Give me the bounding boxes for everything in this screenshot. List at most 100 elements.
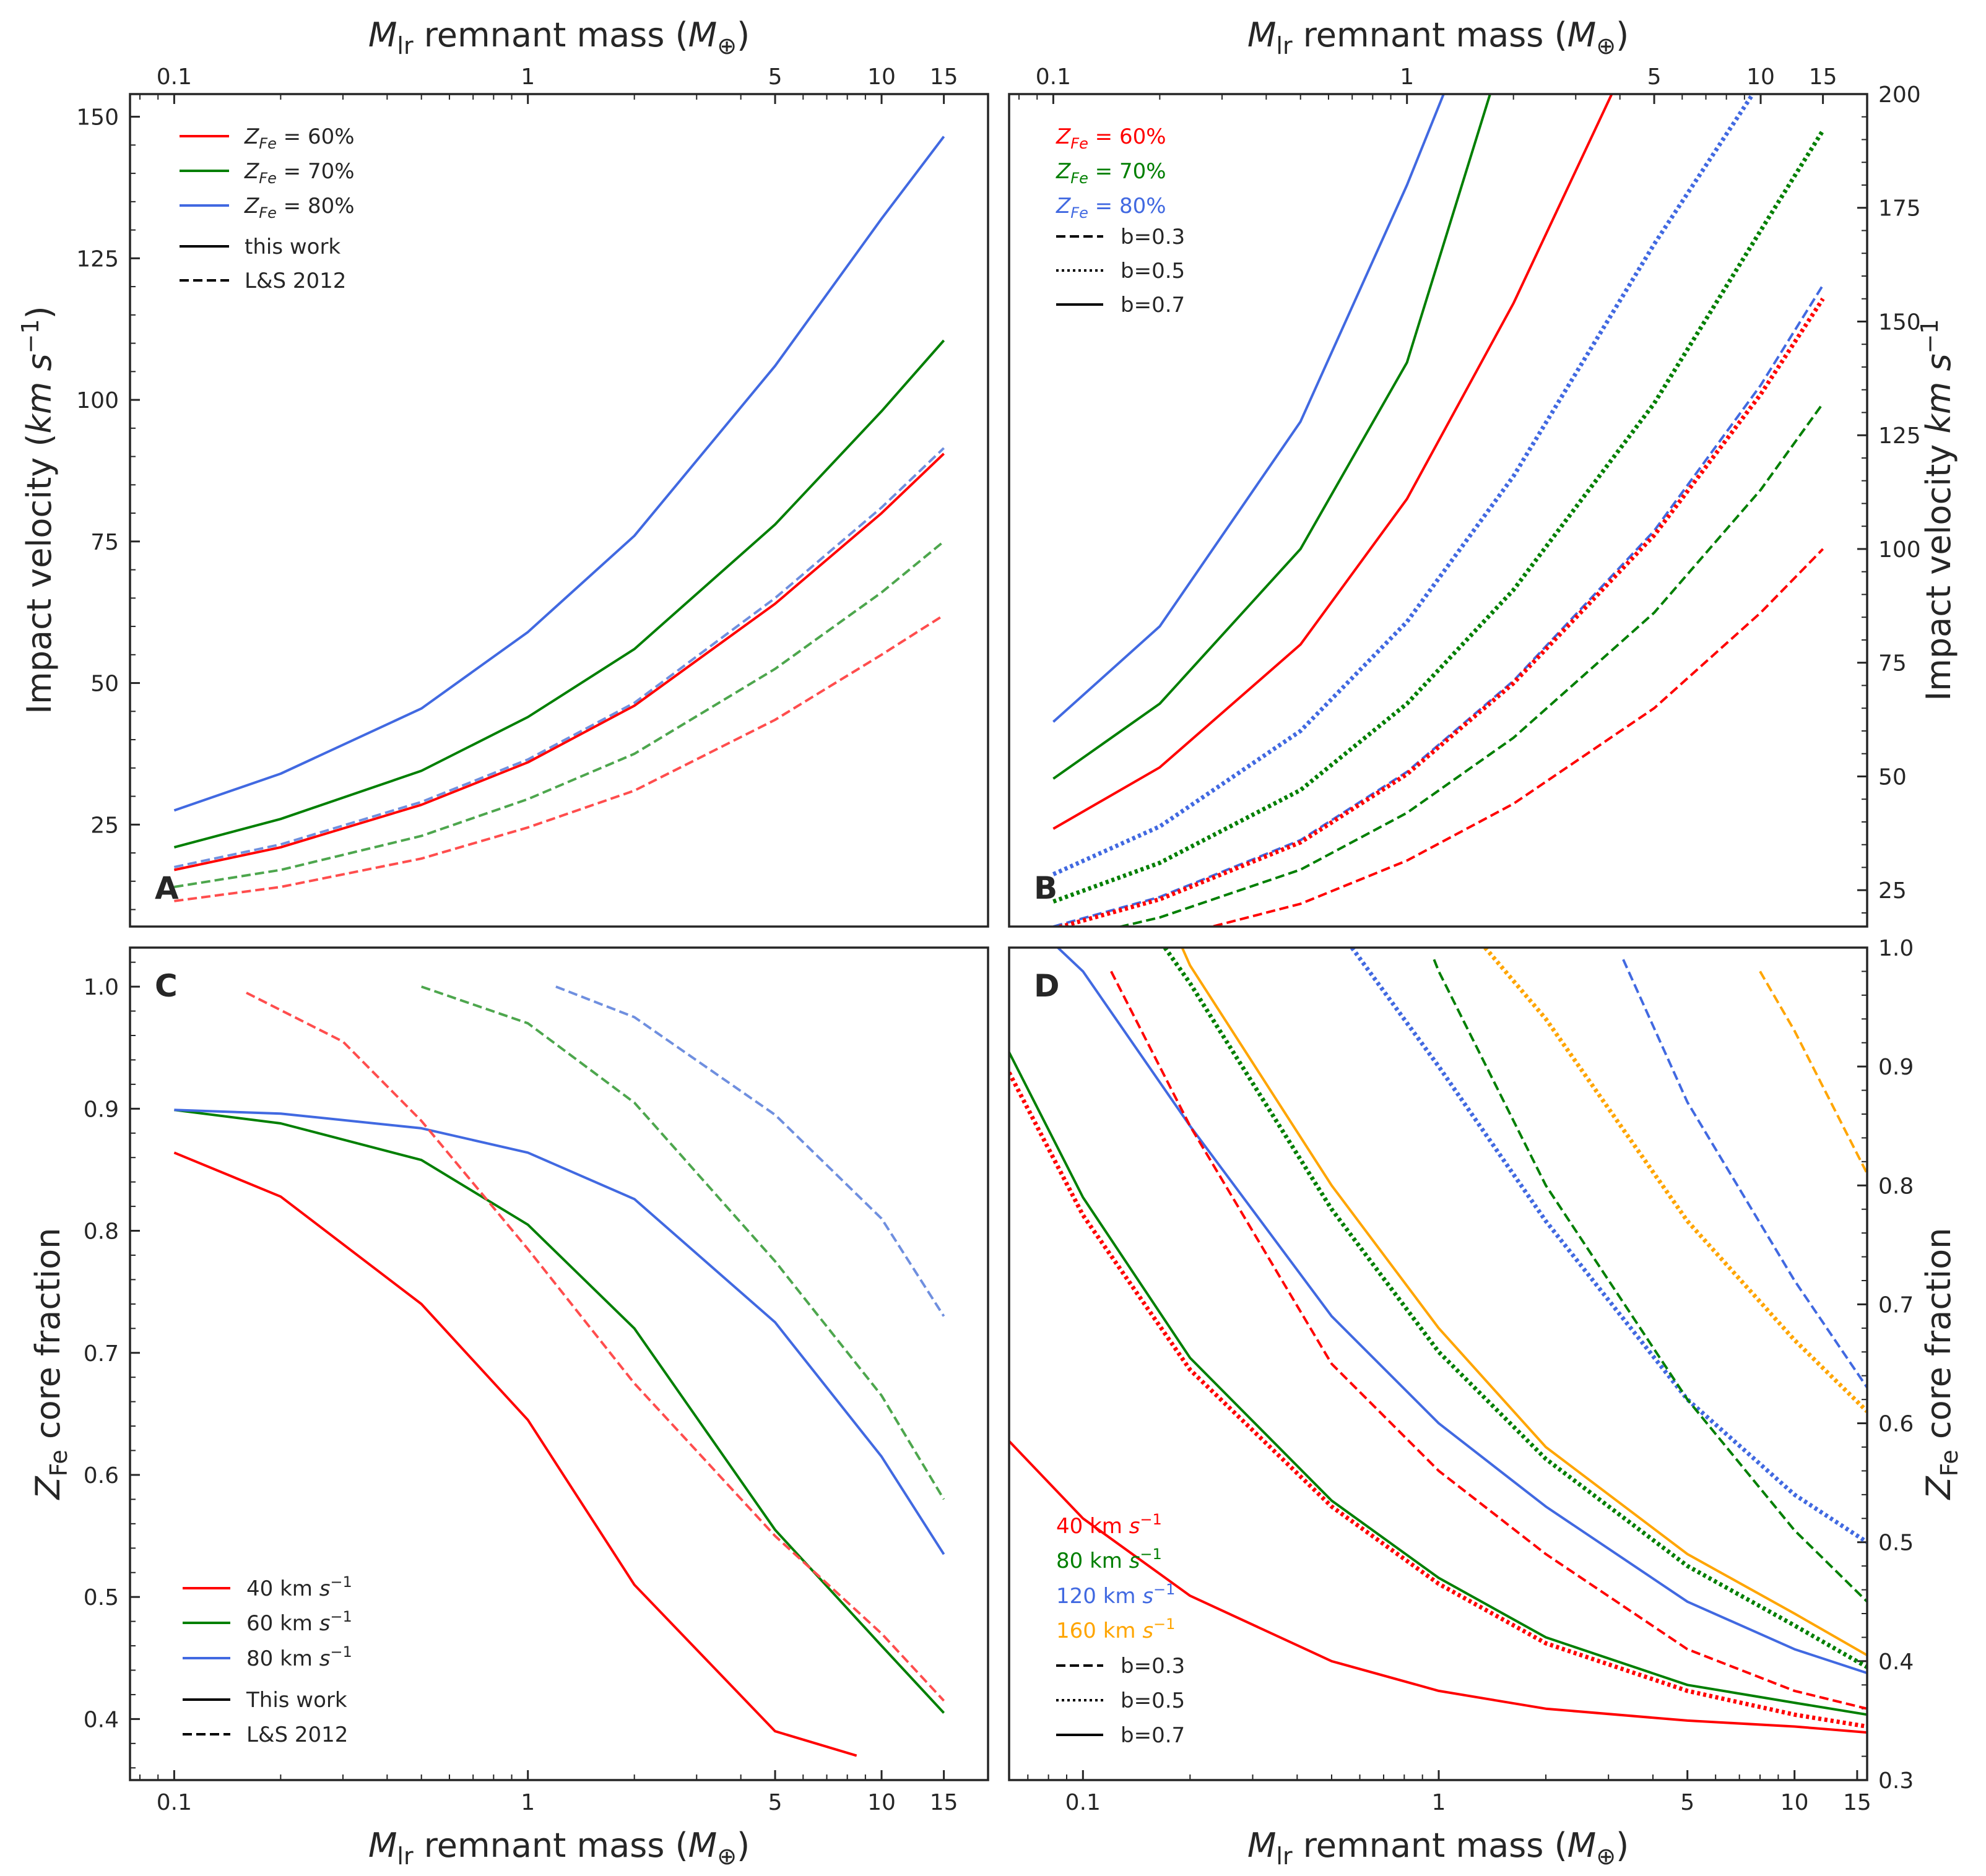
y-tick-label: 1.0 (84, 975, 119, 1000)
series-line-6 (174, 614, 945, 902)
x-tick-label: 15 (1809, 64, 1837, 90)
series-line-4 (246, 992, 945, 1702)
x-tick-label: 10 (1780, 1790, 1809, 1815)
x-tick-label: 10 (867, 1790, 896, 1815)
series-line-4 (173, 447, 945, 868)
x-tick-label: 1 (1400, 64, 1414, 90)
y-tick-label: 0.6 (1878, 1412, 1914, 1437)
y-axis-title-b: Impact velocity km s−1 (1916, 319, 1958, 701)
y-tick-label: 200 (1878, 82, 1921, 108)
legend-d-label-b05: b=0.5 (1121, 1688, 1185, 1713)
legend-b-label-70: ZFe = 70% (1056, 159, 1166, 187)
series-line-1 (1009, 1440, 1867, 1734)
x-tick-label: 15 (1843, 1790, 1871, 1815)
series-line-2 (1009, 1071, 1867, 1729)
axis-titles: Mlr remnant mass (M⊕) Mlr remnant mass (… (17, 15, 1963, 1870)
x-axis-title-top-right: Mlr remnant mass (M⊕) (1247, 15, 1629, 59)
x-tick-label: 0.1 (1065, 1790, 1101, 1815)
series-line-3 (174, 1109, 945, 1555)
panel-c: 0.1 1 5 10 150.40.50.60.70.80.91.0 C 40 km s… (84, 946, 989, 1815)
series-line-1 (1052, 94, 1446, 723)
series-line-9 (1433, 959, 1867, 1603)
series-b (1052, 94, 1825, 927)
y-tick-label: 25 (1878, 878, 1907, 904)
y-tick-label: 125 (76, 246, 119, 272)
y-tick-label: 0.7 (84, 1341, 119, 1367)
series-line-3 (1052, 94, 1613, 830)
panel-c-frame (129, 946, 989, 1781)
legend-d-label-b03: b=0.3 (1121, 1654, 1185, 1679)
y-tick-label: 125 (1878, 423, 1921, 449)
series-line-2 (173, 339, 945, 849)
legend-a-label-ls2012: L&S 2012 (245, 269, 346, 293)
series-line-4 (1057, 948, 1867, 1675)
ticks-d: 0.1 1 5 10 150.30.40.50.60.70.80.91.0 (1027, 936, 1914, 1815)
y-tick-label: 0.8 (1878, 1174, 1914, 1199)
legend-d-label-40: 40 km s−1 (1056, 1511, 1162, 1539)
series-line-6 (555, 985, 945, 1317)
series-line-11 (1622, 959, 1867, 1389)
y-tick-label: 50 (1878, 764, 1907, 790)
y-tick-label: 75 (90, 530, 119, 555)
series-line-10 (1483, 948, 1867, 1413)
y-tick-label: 0.3 (1878, 1768, 1914, 1794)
x-axis-title-bottom-left: Mlr remnant mass (M⊕) (368, 1826, 750, 1870)
x-axis-title-top-left: Mlr remnant mass (M⊕) (368, 15, 750, 59)
y-tick-label: 0.4 (1878, 1649, 1914, 1675)
legend-b: ZFe = 60% ZFe = 70% ZFe = 80% b=0.3 b=0.… (1056, 124, 1185, 318)
legend-a: ZFe = 60% ZFe = 70% ZFe = 80% this work … (180, 124, 355, 293)
y-tick-label: 25 (90, 813, 119, 838)
legend-b-label-60: ZFe = 60% (1056, 124, 1166, 152)
x-tick-label: 5 (1647, 64, 1662, 90)
x-tick-label: 0.1 (157, 64, 192, 90)
series-line-8 (1116, 402, 1824, 927)
x-axis-title-bottom-right: Mlr remnant mass (M⊕) (1247, 1826, 1629, 1870)
series-line-5 (1052, 129, 1825, 904)
panel-b-letter: B (1034, 870, 1057, 906)
legend-d-label-160: 160 km s−1 (1056, 1615, 1175, 1643)
y-tick-label: 0.9 (84, 1097, 119, 1122)
y-axis-title-a: Impact velocity (km s−1) (17, 306, 59, 714)
x-tick-label: 10 (867, 64, 896, 90)
x-tick-label: 0.1 (157, 1790, 192, 1815)
series-line-3 (1009, 1052, 1867, 1716)
x-tick-label: 5 (1680, 1790, 1694, 1815)
y-tick-label: 0.7 (1878, 1292, 1914, 1318)
legend-b-label-b05: b=0.5 (1121, 259, 1185, 283)
legend-b-label-80: ZFe = 80% (1056, 194, 1166, 222)
y-tick-label: 0.6 (84, 1463, 119, 1489)
legend-d-label-b07: b=0.7 (1121, 1723, 1185, 1748)
legend-a-label-80: ZFe = 80% (244, 194, 355, 222)
series-line-8 (1350, 948, 1867, 1544)
series-line-2 (1052, 94, 1492, 780)
y-tick-label: 75 (1878, 651, 1907, 676)
series-line-5 (174, 540, 945, 888)
series-line-7 (1053, 297, 1825, 927)
y-tick-label: 150 (76, 105, 119, 131)
legend-d-label-80: 80 km s−1 (1056, 1545, 1162, 1573)
series-line-12 (1759, 970, 1867, 1175)
series-line-6 (1052, 284, 1824, 927)
ticks-c: 0.1 1 5 10 150.40.50.60.70.80.91.0 (84, 961, 958, 1815)
legend-c-label-80: 80 km s−1 (246, 1643, 352, 1671)
panel-d: 0.1 1 5 10 150.30.40.50.60.70.80.91.0 D 40 k… (1008, 936, 1914, 1815)
x-tick-label: 15 (930, 1790, 958, 1815)
y-tick-label: 50 (90, 672, 119, 697)
series-line-1 (173, 1151, 857, 1757)
legend-c: 40 km s−1 60 km s−1 80 km s−1 This work … (183, 1573, 352, 1747)
legend-a-label-thiswork: this work (245, 235, 340, 259)
y-tick-label: 0.5 (84, 1585, 119, 1610)
y-axis-title-d: ZFe core fraction (1919, 1228, 1963, 1501)
series-c (173, 985, 945, 1757)
y-tick-label: 0.9 (1878, 1055, 1914, 1080)
legend-d-label-120: 120 km s−1 (1056, 1581, 1175, 1609)
y-tick-label: 0.5 (1878, 1531, 1914, 1556)
x-tick-label: 1 (1432, 1790, 1446, 1815)
panel-d-frame (1008, 946, 1868, 1781)
series-line-5 (1110, 970, 1867, 1710)
x-tick-label: 1 (521, 1790, 535, 1815)
x-tick-label: 5 (768, 64, 783, 90)
